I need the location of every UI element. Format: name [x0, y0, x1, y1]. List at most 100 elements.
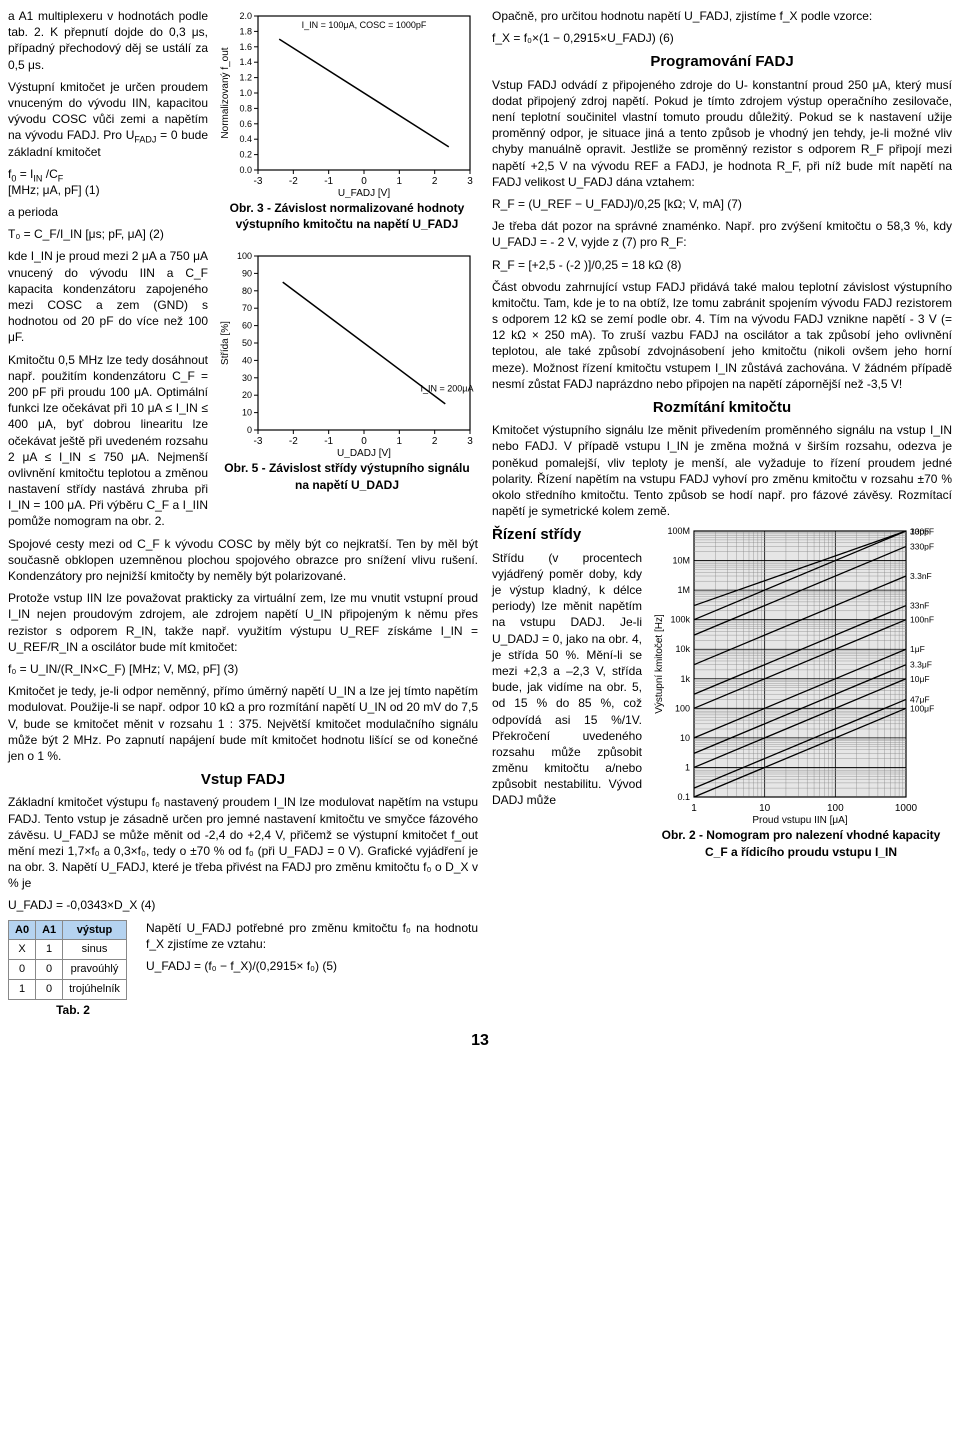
- table-row: 00pravoúhlý: [9, 960, 127, 980]
- svg-text:1.4: 1.4: [239, 57, 252, 67]
- fig5-chart: -3-2-101230102030405060708090100I_IN = 2…: [216, 248, 476, 458]
- svg-text:330pF: 330pF: [910, 542, 934, 552]
- eq6: f_X = f₀×(1 − 0,2915×U_FADJ) (6): [492, 30, 952, 46]
- svg-text:1000: 1000: [895, 803, 918, 814]
- svg-text:1k: 1k: [680, 674, 690, 684]
- svg-text:3: 3: [467, 176, 473, 187]
- svg-text:-1: -1: [324, 176, 333, 187]
- svg-text:10μF: 10μF: [910, 674, 930, 684]
- svg-text:10: 10: [242, 408, 252, 418]
- svg-text:70: 70: [242, 304, 252, 314]
- svg-text:-3: -3: [254, 176, 263, 187]
- svg-text:100: 100: [675, 704, 690, 714]
- fig5-block: -3-2-101230102030405060708090100I_IN = 2…: [216, 248, 478, 498]
- table-row: 10trojúhelník: [9, 980, 127, 1000]
- svg-text:10M: 10M: [672, 556, 690, 566]
- svg-text:1.2: 1.2: [239, 73, 252, 83]
- svg-text:10k: 10k: [675, 645, 690, 655]
- section-rozmitani: Rozmítání kmitočtu: [492, 398, 952, 418]
- svg-text:-3: -3: [254, 436, 263, 447]
- right-para2: Vstup FADJ odvádí z připojeného zdroje d…: [492, 77, 952, 190]
- eq4: U_FADJ = -0,0343×D_X (4): [8, 897, 478, 913]
- fig2-caption: Obr. 2 - Nomogram pro nalezení vhodné ka…: [650, 827, 952, 859]
- svg-text:100k: 100k: [670, 615, 690, 625]
- svg-text:2.0: 2.0: [239, 11, 252, 21]
- svg-text:0.0: 0.0: [239, 165, 252, 175]
- svg-text:100M: 100M: [667, 526, 690, 536]
- svg-text:3.3μF: 3.3μF: [910, 660, 932, 670]
- svg-text:20: 20: [242, 391, 252, 401]
- svg-text:100: 100: [827, 803, 844, 814]
- left-para8: Základní kmitočet výstupu f₀ nastavený p…: [8, 794, 478, 891]
- tab2-block: A0A1výstupX1sinus00pravoúhlý10trojúhelní…: [8, 920, 138, 1019]
- svg-text:-2: -2: [289, 436, 298, 447]
- right-para4: Část obvodu zahrnující vstup FADJ přidáv…: [492, 279, 952, 392]
- fig3-chart: -3-2-101230.00.20.40.60.81.01.21.41.61.8…: [216, 8, 476, 198]
- svg-text:0: 0: [361, 176, 367, 187]
- tab2-header-cell: A1: [36, 920, 63, 940]
- right-para1: Opačně, pro určitou hodnotu napětí U_FAD…: [492, 8, 952, 24]
- svg-text:U_FADJ [V]: U_FADJ [V]: [338, 188, 390, 198]
- left-para5: Spojové cesty mezi od C_F k vývodu COSC …: [8, 536, 478, 585]
- svg-text:40: 40: [242, 356, 252, 366]
- svg-text:0.8: 0.8: [239, 103, 252, 113]
- svg-text:2: 2: [432, 176, 438, 187]
- left-para7: Kmitočet je tedy, je-li odpor neměnný, p…: [8, 683, 478, 764]
- fig2-block: 11010010000.11101001k10k100k1M10M100M33p…: [650, 525, 952, 865]
- tab2-header-cell: A0: [9, 920, 36, 940]
- svg-text:50: 50: [242, 338, 252, 348]
- svg-text:Normalizovaný f_out: Normalizovaný f_out: [220, 47, 231, 138]
- eq7: R_F = (U_REF − U_FADJ)/0,25 [kΩ; V, mA] …: [492, 196, 952, 212]
- svg-text:3: 3: [467, 436, 473, 447]
- svg-text:1.0: 1.0: [239, 88, 252, 98]
- fig3-block: -3-2-101230.00.20.40.60.81.01.21.41.61.8…: [216, 8, 478, 238]
- eq3: f₀ = U_IN/(R_IN×C_F) [MHz; V, MΩ, pF] (3…: [8, 661, 478, 677]
- right-column: Opačně, pro určitou hodnotu napětí U_FAD…: [492, 8, 952, 1022]
- svg-text:0: 0: [247, 425, 252, 435]
- svg-text:Proud vstupu IIN [μA]: Proud vstupu IIN [μA]: [752, 815, 847, 825]
- svg-text:0.1: 0.1: [677, 792, 690, 802]
- svg-text:30: 30: [242, 373, 252, 383]
- eq8: R_F = [+2,5 - (-2 )]/0,25 = 18 kΩ (8): [492, 257, 952, 273]
- svg-text:100pF: 100pF: [910, 527, 934, 537]
- right-para5: Kmitočet výstupního signálu lze měnit př…: [492, 422, 952, 519]
- section-vstup-fadj: Vstup FADJ: [8, 770, 478, 790]
- table-row: X1sinus: [9, 940, 127, 960]
- svg-text:100μF: 100μF: [910, 704, 934, 714]
- tab2: A0A1výstupX1sinus00pravoúhlý10trojúhelní…: [8, 920, 127, 1000]
- right-para3: Je třeba dát pozor na správné znaménko. …: [492, 218, 952, 250]
- svg-text:1: 1: [397, 176, 403, 187]
- svg-text:2: 2: [432, 436, 438, 447]
- svg-text:I_IN = 100μA, COSC = 1000pF: I_IN = 100μA, COSC = 1000pF: [302, 20, 427, 30]
- left-column: -3-2-101230.00.20.40.60.81.01.21.41.61.8…: [8, 8, 478, 1022]
- tab2-caption: Tab. 2: [8, 1002, 138, 1018]
- svg-text:33nF: 33nF: [910, 601, 929, 611]
- svg-text:90: 90: [242, 269, 252, 279]
- fig2-nomogram: 11010010000.11101001k10k100k1M10M100M33p…: [650, 525, 950, 825]
- svg-text:0: 0: [361, 436, 367, 447]
- fig3-caption: Obr. 3 - Závislost normalizované hodnoty…: [216, 200, 478, 232]
- svg-text:100: 100: [237, 251, 252, 261]
- svg-text:1.8: 1.8: [239, 26, 252, 36]
- left-para6: Protože vstup IIN lze považovat praktick…: [8, 590, 478, 655]
- svg-text:0.6: 0.6: [239, 119, 252, 129]
- svg-text:Výstupní kmitočet [Hz]: Výstupní kmitočet [Hz]: [654, 614, 665, 714]
- svg-text:1.6: 1.6: [239, 42, 252, 52]
- page-number: 13: [8, 1030, 952, 1052]
- svg-text:80: 80: [242, 286, 252, 296]
- svg-text:10: 10: [680, 733, 690, 743]
- svg-text:U_DADJ [V]: U_DADJ [V]: [337, 448, 391, 458]
- svg-text:0.2: 0.2: [239, 150, 252, 160]
- tab2-header-cell: výstup: [63, 920, 127, 940]
- svg-text:1: 1: [685, 763, 690, 773]
- svg-text:10: 10: [759, 803, 771, 814]
- svg-text:-2: -2: [289, 176, 298, 187]
- svg-text:100nF: 100nF: [910, 615, 934, 625]
- svg-text:1μF: 1μF: [910, 645, 925, 655]
- svg-text:I_IN = 200μA: I_IN = 200μA: [421, 384, 474, 394]
- svg-text:1: 1: [691, 803, 697, 814]
- svg-text:-1: -1: [324, 436, 333, 447]
- section-prog-fadj: Programování FADJ: [492, 52, 952, 72]
- svg-text:3.3nF: 3.3nF: [910, 571, 932, 581]
- svg-text:Střída [%]: Střída [%]: [220, 321, 231, 365]
